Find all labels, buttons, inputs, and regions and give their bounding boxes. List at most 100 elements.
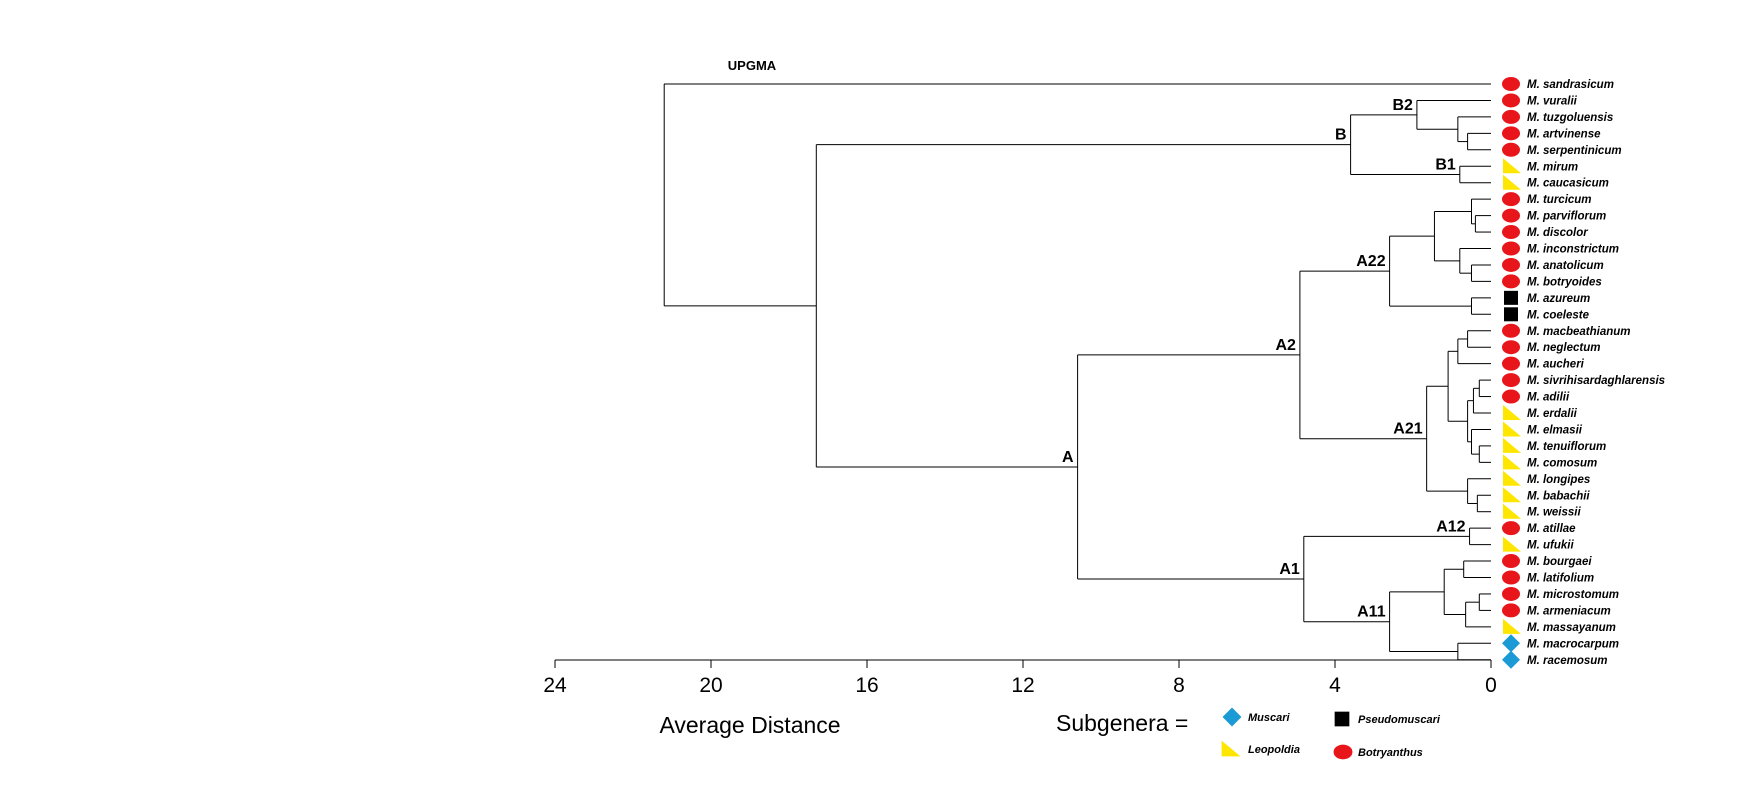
subgenus-marker-triangle	[1503, 503, 1521, 519]
subgenus-marker-triangle	[1503, 421, 1521, 437]
axis-tick-label: 16	[855, 674, 878, 697]
clade-labels: B2 B1 B A22 A21 A2 A12 A11 A1 A	[1062, 97, 1466, 621]
taxon-label: M. sivrihisardaghlarensis	[1527, 375, 1665, 387]
taxon-label: M. vuralii	[1527, 95, 1578, 107]
clade-label: A12	[1436, 518, 1465, 535]
taxon-label: M. mirum	[1527, 161, 1578, 173]
subgenus-marker-triangle	[1503, 158, 1521, 174]
clade-label: A2	[1275, 337, 1296, 354]
taxon-label: M. macrocarpum	[1527, 638, 1619, 650]
clade-label: B2	[1392, 97, 1413, 114]
subgenus-marker-ellipse	[1502, 192, 1520, 207]
taxon-label: M. neglectum	[1527, 342, 1600, 354]
subgenus-marker-square	[1504, 307, 1518, 322]
subgenus-marker-triangle	[1503, 437, 1521, 453]
taxon-label: M. latifolium	[1527, 573, 1594, 585]
taxon-label: M. tuzgoluensis	[1527, 112, 1613, 124]
axis-tick-label: 24	[543, 674, 567, 697]
taxon-label: M. tenuiflorum	[1527, 441, 1606, 453]
subgenus-marker-ellipse	[1502, 109, 1520, 124]
subgenus-marker-ellipse	[1502, 554, 1520, 569]
subgenus-marker-triangle	[1503, 487, 1521, 503]
legend-label: Pseudomuscari	[1358, 714, 1441, 726]
subgenus-marker-ellipse	[1502, 208, 1520, 223]
subgenus-marker-triangle	[1503, 536, 1521, 552]
clade-label: B	[1335, 127, 1347, 144]
axis-title: Average Distance	[659, 712, 840, 738]
taxon-label: M. botryoides	[1527, 276, 1602, 288]
clade-label: B1	[1435, 156, 1456, 173]
taxon-label: M. babachii	[1527, 490, 1590, 502]
taxon-label: M. anatolicum	[1527, 260, 1604, 272]
taxon-label: M. caucasicum	[1527, 178, 1609, 190]
subgenus-marker-ellipse	[1502, 142, 1520, 157]
taxon-label: M. microstomum	[1527, 589, 1619, 601]
axis-tick-label: 12	[1011, 674, 1034, 697]
subgenus-marker-ellipse	[1502, 603, 1520, 618]
chart-title: UPGMA	[728, 58, 777, 73]
taxon-label: M. inconstrictum	[1527, 244, 1619, 256]
subgenus-marker-ellipse	[1502, 373, 1520, 388]
taxon-label: M. ufukii	[1527, 540, 1574, 552]
subgenus-marker-ellipse	[1502, 77, 1520, 91]
subgenus-marker-ellipse	[1502, 257, 1520, 272]
subgenus-marker-ellipse	[1502, 356, 1520, 371]
legend-title: Subgenera =	[1056, 710, 1188, 736]
taxon-label: M. adilii	[1527, 392, 1570, 404]
taxon-label: M. erdalii	[1527, 408, 1578, 420]
subgenus-marker-diamond	[1502, 634, 1520, 653]
clade-label: A21	[1393, 421, 1422, 438]
taxon-label: M. turcicum	[1527, 194, 1592, 206]
axis-tick-label: 8	[1173, 674, 1185, 697]
subgenus-marker-ellipse	[1502, 570, 1520, 585]
tree-branches	[663, 83, 1491, 661]
legend-marker-ellipse	[1333, 744, 1353, 760]
taxon-label: M. comosum	[1527, 457, 1597, 469]
subgenus-marker-ellipse	[1502, 586, 1520, 601]
subgenus-marker-ellipse	[1502, 340, 1520, 355]
taxon-label: M. parviflorum	[1527, 211, 1606, 223]
subgenus-marker-triangle	[1503, 470, 1521, 486]
legend-marker-triangle	[1221, 740, 1241, 757]
subgenus-marker-ellipse	[1502, 323, 1520, 338]
subgenus-marker-ellipse	[1502, 225, 1520, 240]
legend-label: Botryanthus	[1358, 747, 1423, 759]
taxon-label: M. longipes	[1527, 474, 1590, 486]
legend-label: Muscari	[1248, 712, 1291, 724]
subgenus-marker-ellipse	[1502, 126, 1520, 141]
subgenus-marker-ellipse	[1502, 93, 1520, 108]
legend: Subgenera = Muscari Pseudomuscari Leopoldi…	[1056, 707, 1441, 760]
legend-label: Leopoldia	[1248, 744, 1300, 756]
subgenus-marker-triangle	[1503, 174, 1521, 190]
subgenus-marker-triangle	[1503, 454, 1521, 470]
legend-marker-diamond	[1222, 707, 1242, 727]
taxon-label: M. racemosum	[1527, 655, 1608, 667]
clade-label: A11	[1357, 604, 1386, 621]
subgenus-marker-triangle	[1503, 618, 1521, 634]
taxon-label: M. discolor	[1527, 227, 1588, 239]
clade-label: A1	[1279, 561, 1300, 578]
taxon-label: M. atillae	[1527, 523, 1576, 535]
taxon-label: M. massayanum	[1527, 622, 1616, 634]
taxon-label: M. aucheri	[1527, 359, 1585, 371]
subgenus-marker-triangle	[1503, 405, 1521, 420]
taxa-list: M. sandrasicum M. vuralii M. tuzgoluensis M…	[1502, 77, 1665, 669]
subgenus-marker-diamond	[1502, 650, 1520, 669]
clade-label: A	[1062, 449, 1074, 466]
subgenus-marker-ellipse	[1502, 241, 1520, 256]
clade-label: A22	[1356, 253, 1385, 270]
taxon-label: M. elmasii	[1527, 424, 1583, 436]
axis-tick-label: 4	[1329, 674, 1341, 697]
taxon-label: M. artvinense	[1527, 128, 1601, 140]
taxon-label: M. sandrasicum	[1527, 79, 1614, 91]
taxon-label: M. armeniacum	[1527, 605, 1611, 617]
taxon-label: M. bourgaei	[1527, 556, 1592, 568]
subgenus-marker-ellipse	[1502, 389, 1520, 404]
taxon-label: M. serpentinicum	[1527, 145, 1622, 157]
taxon-label: M. macbeathianum	[1527, 326, 1631, 338]
subgenus-marker-ellipse	[1502, 521, 1520, 536]
legend-marker-square	[1334, 711, 1350, 727]
distance-axis: 24 20 16 12 8 4 0	[543, 659, 1497, 697]
taxon-label: M. weissii	[1527, 507, 1581, 519]
